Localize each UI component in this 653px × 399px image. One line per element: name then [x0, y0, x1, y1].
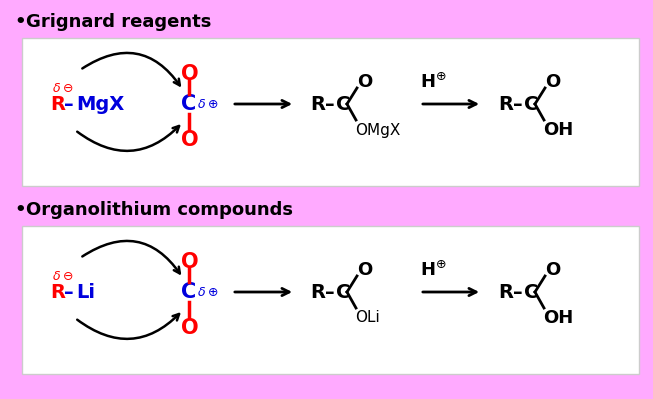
Text: C: C [336, 95, 351, 113]
Text: $\delta\oplus$: $\delta\oplus$ [197, 97, 218, 111]
Text: O: O [357, 73, 372, 91]
Text: Organolithium compounds: Organolithium compounds [26, 201, 293, 219]
Text: OH: OH [543, 309, 573, 327]
FancyArrowPatch shape [82, 241, 180, 273]
Bar [22, 38, 639, 186]
Text: OLi: OLi [355, 310, 380, 326]
FancyArrowPatch shape [77, 314, 179, 339]
Text: •: • [14, 201, 25, 219]
Text: Li: Li [76, 282, 95, 302]
Text: R: R [498, 282, 513, 302]
FancyArrowPatch shape [235, 101, 289, 108]
Text: C: C [524, 282, 538, 302]
Text: R: R [498, 95, 513, 113]
Text: O: O [545, 261, 560, 279]
Text: C: C [181, 94, 197, 114]
Text: OH: OH [543, 121, 573, 139]
Text: H$^{\oplus}$: H$^{\oplus}$ [420, 260, 447, 280]
Text: –: – [64, 95, 74, 113]
Text: OMgX: OMgX [355, 122, 400, 138]
Text: O: O [181, 252, 199, 272]
Text: $\delta\ominus$: $\delta\ominus$ [52, 269, 73, 282]
Text: –: – [64, 282, 74, 302]
Text: R: R [310, 95, 325, 113]
Text: C: C [336, 282, 351, 302]
Text: –: – [325, 95, 334, 113]
Text: MgX: MgX [76, 95, 124, 113]
Text: H$^{\oplus}$: H$^{\oplus}$ [420, 72, 447, 92]
Text: –: – [513, 282, 522, 302]
Text: R: R [50, 95, 65, 113]
Text: O: O [357, 261, 372, 279]
FancyArrowPatch shape [235, 288, 289, 296]
Text: O: O [181, 318, 199, 338]
Text: C: C [181, 282, 197, 302]
Text: $\delta\ominus$: $\delta\ominus$ [52, 81, 73, 95]
Text: R: R [50, 282, 65, 302]
Text: –: – [513, 95, 522, 113]
Text: O: O [181, 130, 199, 150]
Text: $\delta\oplus$: $\delta\oplus$ [197, 286, 218, 298]
Text: –: – [325, 282, 334, 302]
Bar [22, 226, 639, 374]
Text: C: C [524, 95, 538, 113]
FancyArrowPatch shape [77, 126, 179, 151]
Text: O: O [545, 73, 560, 91]
FancyArrowPatch shape [82, 53, 180, 85]
Text: Grignard reagents: Grignard reagents [26, 13, 212, 31]
Text: •: • [14, 13, 25, 31]
Text: O: O [181, 64, 199, 84]
Text: R: R [310, 282, 325, 302]
FancyArrowPatch shape [422, 288, 476, 296]
FancyArrowPatch shape [422, 101, 476, 108]
